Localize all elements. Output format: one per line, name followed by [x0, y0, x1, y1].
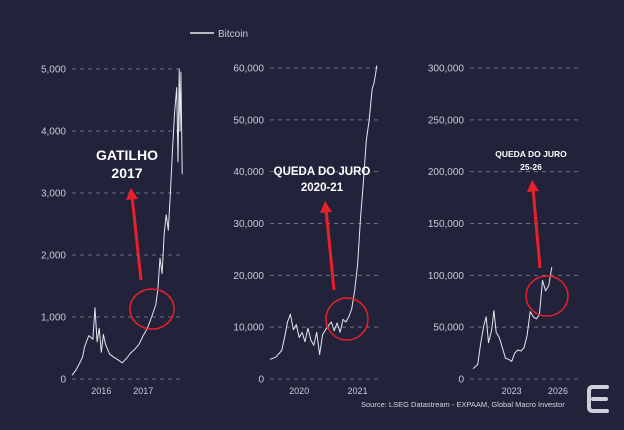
annotation-circle: [129, 288, 175, 330]
x-tick-label: 2023: [502, 386, 522, 396]
series-line-bitcoin: [71, 68, 183, 376]
logo-icon: [587, 385, 609, 413]
y-tick-label: 0: [258, 375, 264, 386]
y-tick-label: 0: [458, 375, 464, 386]
y-tick-label: 2,000: [41, 251, 66, 262]
series-line-bitcoin: [269, 65, 378, 360]
annotation-subtitle: 2017: [111, 165, 142, 181]
x-tick-label: 2016: [91, 386, 111, 396]
y-tick-label: 0: [60, 375, 66, 386]
y-tick-label: 300,000: [428, 64, 465, 75]
y-tick-label: 150,000: [428, 219, 465, 230]
y-tick-label: 250,000: [428, 115, 465, 126]
y-tick-label: 100,000: [428, 271, 465, 282]
chart-panel-2017: 0 1,000 2,000 3,000 4,000 5,000 2016 2017: [41, 65, 183, 396]
y-tick-label: 60,000: [233, 64, 264, 75]
annotation-title: GATILHO: [96, 147, 158, 163]
annotation-2020-21: QUEDA DO JURO 2020-21: [274, 166, 371, 341]
annotation-title: QUEDA DO JURO: [495, 149, 567, 159]
annotation-circle: [325, 297, 369, 341]
legend-label: Bitcoin: [218, 29, 248, 40]
annotation-arrow: [531, 187, 542, 269]
y-tick-label: 50,000: [433, 323, 464, 334]
annotation-arrowhead: [527, 180, 539, 192]
y-tick-label: 4,000: [41, 127, 66, 138]
x-tick-label: 2017: [133, 386, 153, 396]
annotation-arrowhead: [126, 188, 138, 200]
y-tick-label: 1,000: [41, 313, 66, 324]
y-tick-label: 50,000: [233, 115, 264, 126]
y-tick-label: 10,000: [233, 323, 264, 334]
annotation-25-26: QUEDA DO JURO 25-26: [495, 149, 569, 317]
legend: Bitcoin: [190, 29, 248, 40]
annotation-title: QUEDA DO JURO: [274, 166, 371, 178]
annotation-2017: GATILHO 2017: [96, 147, 175, 330]
y-tick-label: 200,000: [428, 167, 465, 178]
x-tick-label: 2020: [289, 386, 309, 396]
annotation-subtitle: 2020-21: [301, 182, 344, 194]
annotation-arrow: [130, 195, 143, 281]
source-note: Source: LSEG Datastream - EXPAAM, Global…: [361, 400, 565, 409]
chart-panel-2020-21: 0 10,000 20,000 30,000 40,000 50,000 60,000 202…: [233, 64, 378, 396]
series-line-bitcoin: [472, 266, 553, 369]
annotation-circle: [525, 275, 569, 317]
y-tick-label: 5,000: [41, 65, 66, 76]
x-tick-label: 2026: [548, 386, 568, 396]
y-tick-label: 3,000: [41, 189, 66, 200]
chart-panel-25-26: 0 50,000 100,000 150,000 200,000 250,000 300,0…: [428, 64, 578, 396]
annotation-arrow: [324, 208, 336, 291]
y-tick-label: 40,000: [233, 167, 264, 178]
y-tick-label: 20,000: [233, 271, 264, 282]
annotation-arrowhead: [320, 201, 332, 213]
annotation-subtitle: 25-26: [520, 162, 542, 172]
x-tick-label: 2021: [348, 386, 368, 396]
y-tick-label: 30,000: [233, 219, 264, 230]
